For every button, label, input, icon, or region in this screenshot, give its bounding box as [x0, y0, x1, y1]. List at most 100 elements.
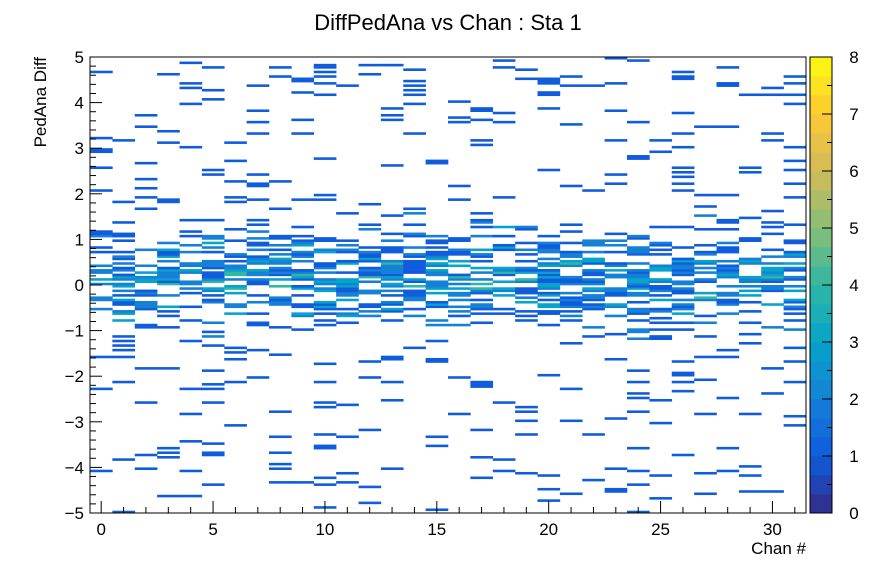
heatmap-cell: [157, 129, 180, 133]
heatmap-cell: [671, 282, 695, 286]
heatmap-cell: [716, 355, 740, 359]
colorbar-band: [810, 399, 832, 419]
heatmap-cell: [738, 257, 762, 261]
heatmap-cell: [201, 273, 225, 277]
heatmap-cell: [358, 63, 382, 67]
heatmap-cell: [246, 120, 270, 124]
heatmap-cell: [470, 298, 494, 302]
heatmap-cell: [201, 383, 225, 386]
y-tick-label: 0: [75, 276, 84, 295]
heatmap-cell: [694, 314, 717, 318]
heatmap-cell: [448, 298, 471, 302]
heatmap-cell: [738, 465, 762, 468]
heatmap-cell: [470, 255, 494, 258]
heatmap-cell: [90, 250, 113, 254]
heatmap-cell: [537, 278, 561, 281]
heatmap-cell: [671, 289, 695, 293]
heatmap-cell: [403, 314, 426, 318]
heatmap-cell: [559, 303, 583, 306]
heatmap-cell: [738, 216, 762, 220]
heatmap-cell: [582, 250, 605, 254]
heatmap-cell: [403, 132, 426, 135]
heatmap-cell: [313, 476, 337, 480]
heatmap-cell: [336, 282, 359, 286]
heatmap-cell: [224, 351, 247, 354]
heatmap-cell: [201, 294, 225, 297]
heatmap-cell: [403, 289, 426, 293]
heatmap-cell: [425, 246, 449, 249]
heatmap-cell: [246, 237, 270, 240]
heatmap-cell: [604, 269, 628, 272]
heatmap-cell: [649, 150, 673, 154]
heatmap-cell: [358, 255, 382, 258]
heatmap-cell: [515, 410, 538, 413]
heatmap-cell: [291, 250, 315, 254]
heatmap-cell: [537, 79, 561, 83]
heatmap-cell: [559, 264, 583, 268]
heatmap-cell: [694, 214, 717, 217]
heatmap-cell: [358, 269, 382, 272]
heatmap-cell: [112, 250, 136, 254]
heatmap-cell: [671, 262, 695, 265]
heatmap-cell: [716, 273, 740, 277]
heatmap-cell: [716, 469, 740, 473]
heatmap-cell: [627, 396, 650, 400]
heatmap-cell: [380, 266, 404, 270]
heatmap-cell: [313, 278, 337, 281]
heatmap-cell: [671, 291, 695, 295]
heatmap-cell: [90, 269, 113, 272]
heatmap-cell: [425, 357, 449, 361]
heatmap-cell: [716, 271, 740, 274]
heatmap-cell: [425, 282, 449, 286]
heatmap-cell: [716, 291, 740, 295]
heatmap-cell: [738, 294, 762, 297]
heatmap-cell: [380, 319, 404, 322]
heatmap-cell: [336, 250, 359, 254]
heatmap-cell: [291, 253, 315, 256]
heatmap-cell: [559, 278, 583, 281]
heatmap-cell: [201, 442, 225, 445]
heatmap-cell: [134, 307, 158, 311]
heatmap-cell: [582, 298, 605, 302]
heatmap-cell: [671, 75, 695, 78]
heatmap-cell: [470, 428, 494, 432]
heatmap-cell: [448, 184, 471, 188]
heatmap-cell: [358, 259, 382, 263]
heatmap-cell: [448, 248, 471, 252]
heatmap-cell: [313, 401, 337, 404]
heatmap-cell: [246, 312, 270, 315]
heatmap-cell: [403, 269, 426, 272]
heatmap-cell: [515, 433, 538, 436]
colorbar-band: [810, 456, 832, 476]
heatmap-cell: [671, 264, 695, 268]
heatmap-cell: [716, 218, 740, 222]
heatmap-cell: [201, 287, 225, 290]
heatmap-cell: [761, 248, 784, 252]
heatmap-cell: [224, 159, 247, 163]
colorbar-band: [810, 323, 832, 343]
heatmap-cell: [246, 255, 270, 258]
heatmap-cell: [291, 77, 315, 81]
heatmap-cell: [269, 303, 292, 306]
heatmap-cell: [649, 294, 673, 297]
heatmap-cell: [201, 387, 225, 391]
colorbar-band: [810, 209, 832, 229]
heatmap-cell: [425, 257, 449, 261]
heatmap-cell: [380, 114, 404, 117]
heatmap-cell: [694, 321, 717, 325]
heatmap-cell: [559, 298, 583, 302]
heatmap-cell: [134, 401, 158, 404]
heatmap-cell: [157, 280, 180, 284]
heatmap-cell: [269, 180, 292, 183]
heatmap-cell: [112, 278, 136, 281]
heatmap-cell: [783, 414, 807, 418]
heatmap-cell: [783, 239, 807, 242]
x-axis: 0 5 10 15 20 25 30: [96, 501, 796, 539]
heatmap-cell: [246, 241, 270, 245]
heatmap-cell: [179, 287, 203, 290]
heatmap-cell: [559, 296, 583, 299]
heatmap-cell: [313, 280, 337, 284]
heatmap-cell: [134, 323, 158, 327]
heatmap-cell: [313, 405, 337, 409]
